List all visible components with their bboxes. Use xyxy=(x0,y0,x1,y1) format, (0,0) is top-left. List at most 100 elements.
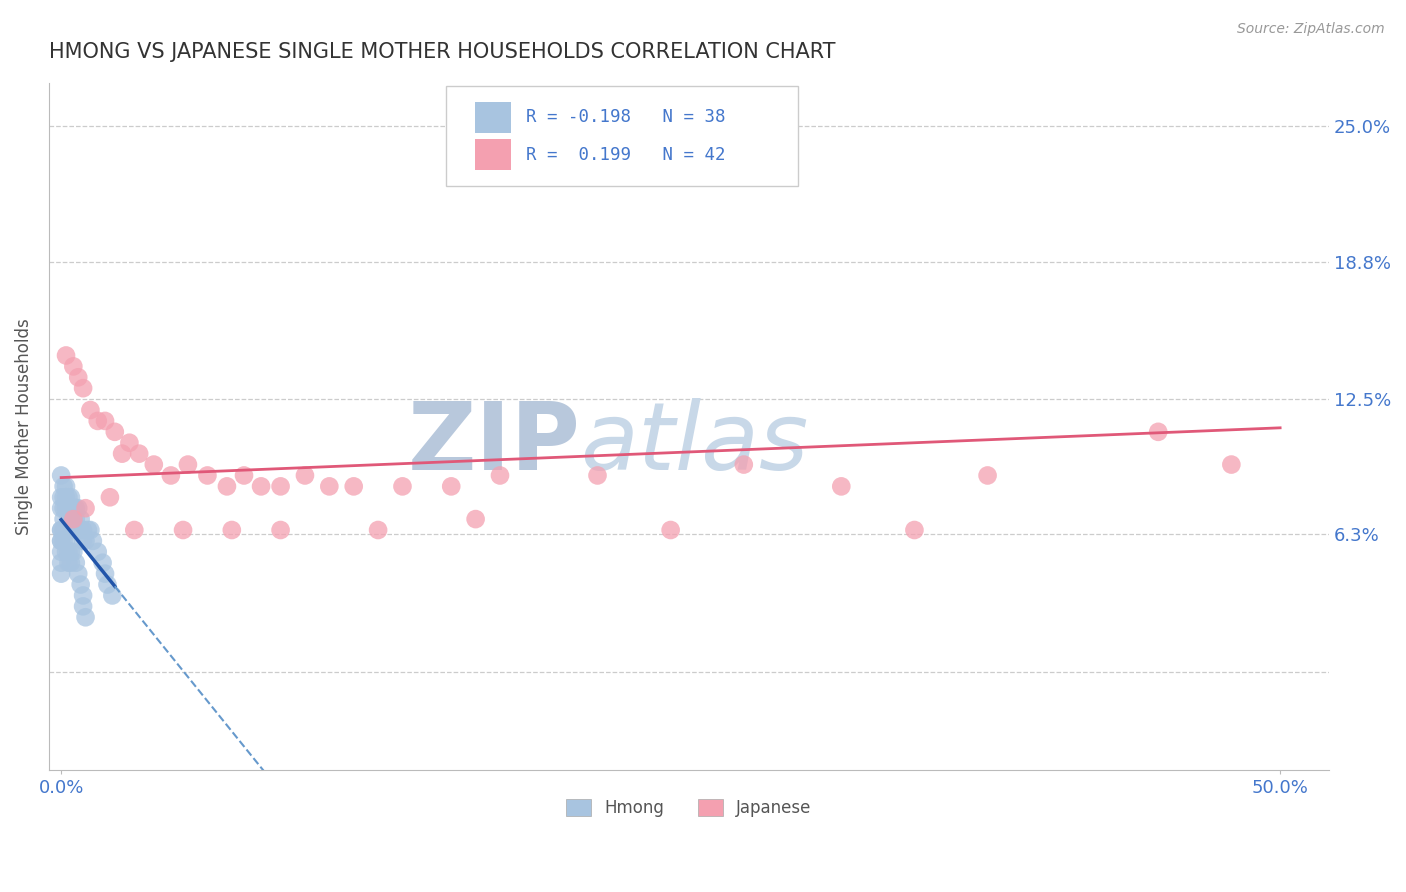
Point xyxy=(52,479,75,493)
Point xyxy=(58,512,80,526)
Point xyxy=(294,468,316,483)
Point xyxy=(51,523,73,537)
Point xyxy=(55,501,77,516)
Point xyxy=(51,533,73,548)
Point xyxy=(52,501,75,516)
Point xyxy=(51,490,73,504)
Point xyxy=(75,533,97,548)
Point xyxy=(586,468,609,483)
Legend: Hmong, Japanese: Hmong, Japanese xyxy=(560,792,818,823)
Point xyxy=(318,479,340,493)
Point xyxy=(440,479,463,493)
Point xyxy=(67,370,90,384)
Point xyxy=(58,556,80,570)
Point xyxy=(67,501,90,516)
Point xyxy=(72,533,94,548)
Point xyxy=(75,501,97,516)
Point xyxy=(62,523,84,537)
Point xyxy=(367,523,389,537)
Point xyxy=(142,458,165,472)
Point xyxy=(51,545,73,559)
Point xyxy=(59,545,82,559)
Text: HMONG VS JAPANESE SINGLE MOTHER HOUSEHOLDS CORRELATION CHART: HMONG VS JAPANESE SINGLE MOTHER HOUSEHOL… xyxy=(49,42,835,62)
Point xyxy=(67,523,90,537)
Point xyxy=(59,556,82,570)
Point xyxy=(67,566,90,581)
Point xyxy=(96,577,118,591)
Point xyxy=(391,479,413,493)
Point xyxy=(58,545,80,559)
Text: atlas: atlas xyxy=(581,398,808,489)
Point xyxy=(87,545,110,559)
Point xyxy=(976,468,998,483)
Point xyxy=(55,349,77,363)
Point xyxy=(215,479,238,493)
Point xyxy=(903,523,925,537)
Point xyxy=(172,523,194,537)
Point xyxy=(343,479,366,493)
Point xyxy=(733,458,755,472)
Point xyxy=(62,359,84,374)
Point xyxy=(51,523,73,537)
Point xyxy=(65,501,87,516)
Point xyxy=(160,468,183,483)
Point xyxy=(51,533,73,548)
Point xyxy=(270,523,292,537)
FancyBboxPatch shape xyxy=(475,139,510,170)
Point xyxy=(118,435,141,450)
Point xyxy=(111,447,134,461)
Point xyxy=(104,425,127,439)
Point xyxy=(101,589,124,603)
Point xyxy=(59,490,82,504)
Point xyxy=(55,479,77,493)
Point xyxy=(62,545,84,559)
Point xyxy=(98,490,121,504)
Point xyxy=(464,512,486,526)
Point xyxy=(87,414,110,428)
Point xyxy=(58,490,80,504)
Point xyxy=(52,512,75,526)
FancyBboxPatch shape xyxy=(475,102,510,133)
Point xyxy=(659,523,682,537)
Point xyxy=(69,577,91,591)
Point xyxy=(94,566,117,581)
Point xyxy=(77,523,100,537)
Point xyxy=(51,566,73,581)
Text: R = -0.198   N = 38: R = -0.198 N = 38 xyxy=(526,109,725,127)
Point xyxy=(69,523,91,537)
Point xyxy=(58,501,80,516)
Point xyxy=(72,599,94,614)
Point xyxy=(79,403,101,417)
FancyBboxPatch shape xyxy=(446,87,797,186)
Point xyxy=(62,512,84,526)
Point xyxy=(1147,425,1170,439)
Text: ZIP: ZIP xyxy=(408,398,581,490)
Point xyxy=(55,545,77,559)
Point xyxy=(62,512,84,526)
Point xyxy=(270,479,292,493)
Point xyxy=(72,523,94,537)
Point xyxy=(51,501,73,516)
Point xyxy=(128,447,150,461)
Point xyxy=(72,381,94,395)
Point xyxy=(51,556,73,570)
Point xyxy=(69,512,91,526)
Point xyxy=(82,533,104,548)
Text: Source: ZipAtlas.com: Source: ZipAtlas.com xyxy=(1237,22,1385,37)
Point xyxy=(62,501,84,516)
Text: R =  0.199   N = 42: R = 0.199 N = 42 xyxy=(526,145,725,163)
Point xyxy=(91,556,114,570)
Point xyxy=(72,589,94,603)
Point xyxy=(51,468,73,483)
Point xyxy=(52,533,75,548)
Point xyxy=(830,479,852,493)
Point xyxy=(65,556,87,570)
Point xyxy=(59,501,82,516)
Point xyxy=(75,610,97,624)
Point xyxy=(1220,458,1243,472)
Point xyxy=(94,414,117,428)
Point xyxy=(197,468,219,483)
Point xyxy=(233,468,256,483)
Point xyxy=(489,468,512,483)
Point xyxy=(124,523,146,537)
